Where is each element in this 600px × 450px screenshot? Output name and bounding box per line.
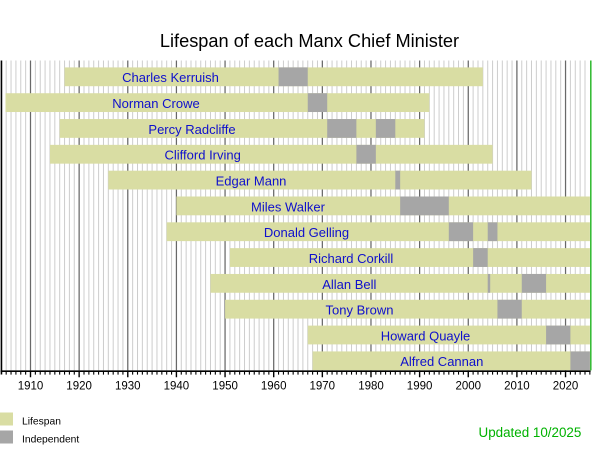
svg-text:Allan Bell: Allan Bell [322, 277, 376, 292]
svg-text:1920: 1920 [66, 381, 92, 393]
svg-text:1950: 1950 [212, 381, 238, 393]
svg-text:2020: 2020 [553, 381, 579, 393]
svg-text:1990: 1990 [407, 381, 433, 393]
svg-text:2010: 2010 [504, 381, 530, 393]
svg-text:Donald Gelling: Donald Gelling [264, 225, 349, 240]
svg-text:Clifford Irving: Clifford Irving [165, 148, 241, 163]
svg-text:Alfred Cannan: Alfred Cannan [400, 354, 483, 369]
svg-text:2000: 2000 [456, 381, 482, 393]
svg-text:1960: 1960 [261, 381, 287, 393]
svg-text:1970: 1970 [310, 381, 336, 393]
svg-text:1940: 1940 [164, 381, 190, 393]
svg-text:Lifespan of each Manx Chief Mi: Lifespan of each Manx Chief Minister [160, 31, 459, 51]
svg-text:Miles Walker: Miles Walker [251, 199, 326, 214]
svg-text:1930: 1930 [115, 381, 141, 393]
svg-text:Charles Kerruish: Charles Kerruish [122, 70, 219, 85]
svg-text:Howard Quayle: Howard Quayle [381, 328, 471, 343]
svg-text:Edgar Mann: Edgar Mann [216, 173, 287, 188]
svg-text:1980: 1980 [358, 381, 384, 393]
svg-text:Updated 10/2025: Updated 10/2025 [479, 425, 582, 440]
svg-text:Norman Crowe: Norman Crowe [112, 96, 199, 111]
svg-text:Richard Corkill: Richard Corkill [309, 251, 394, 266]
svg-text:Lifespan: Lifespan [22, 416, 61, 427]
svg-text:Tony Brown: Tony Brown [326, 303, 394, 318]
svg-text:Independent: Independent [22, 434, 79, 445]
svg-text:Percy Radcliffe: Percy Radcliffe [148, 122, 235, 137]
svg-text:1910: 1910 [18, 381, 44, 393]
